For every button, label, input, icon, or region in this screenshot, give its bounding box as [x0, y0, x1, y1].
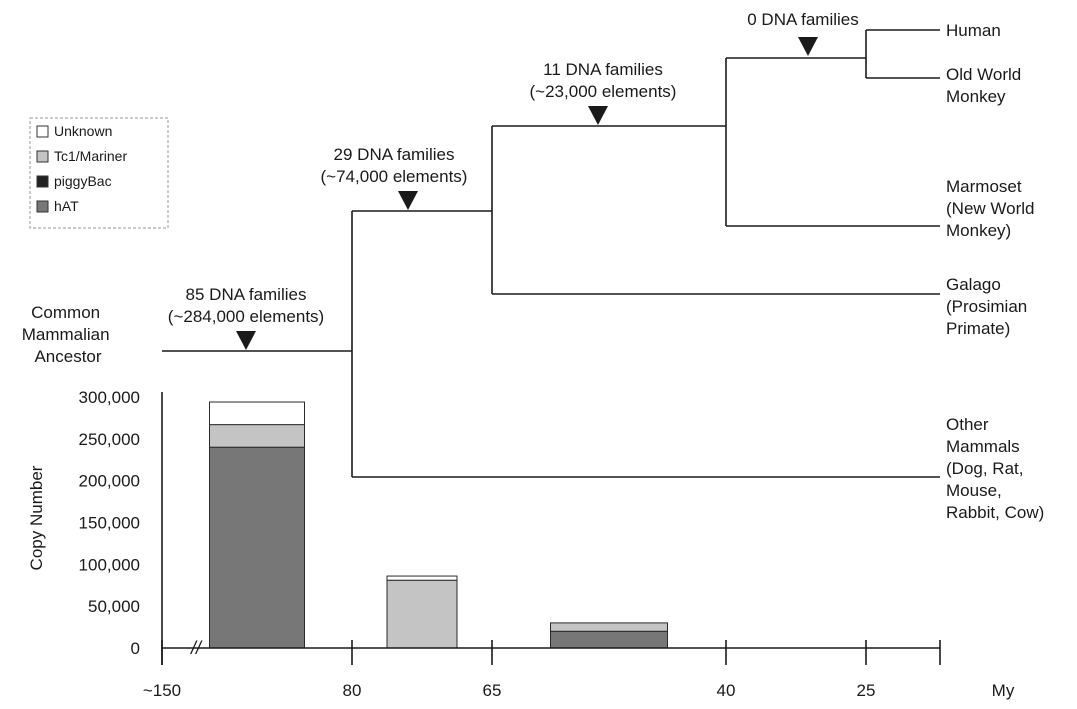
leaf-label: Marmoset (New World Monkey): [946, 177, 1034, 240]
x-ticks: ~150 80 65 40 25 My: [143, 640, 1015, 700]
bar-2-segment-tc1-mariner: [386, 579, 458, 649]
y-tick-label: 100,000: [79, 555, 140, 574]
leaf-label-line: Human: [946, 21, 1001, 40]
legend-swatch-unknown: [36, 125, 49, 138]
y-tick-label: 300,000: [79, 388, 140, 407]
x-tick-label: My: [992, 681, 1015, 700]
branch-annotation-anthropoids-line2: (~23,000 elements): [530, 82, 677, 101]
bar-1-segment-unknown: [209, 401, 305, 426]
axis-break-mark: //: [189, 638, 203, 658]
root-label-line: Mammalian: [22, 325, 110, 344]
leaf-label-line: Monkey: [946, 87, 1006, 106]
branch-annotation-root-line1: 85 DNA families: [186, 285, 307, 304]
leaf-label: Old World Monkey: [946, 65, 1021, 106]
leaf-label-line: (Dog, Rat,: [946, 459, 1023, 478]
y-tick-label: 250,000: [79, 430, 140, 449]
leaf-label-line: (Prosimian: [946, 297, 1027, 316]
branch-marker-triangle: [398, 191, 418, 210]
x-tick-label: 40: [717, 681, 736, 700]
leaf-label-line: Mammals: [946, 437, 1020, 456]
x-tick-label: 25: [857, 681, 876, 700]
leaf-labels: Human Old World Monkey Marmoset (New World Mo…: [946, 21, 1044, 522]
leaf-label-line: Monkey): [946, 221, 1011, 240]
branch-marker-triangle: [236, 331, 256, 350]
leaf-label-line: Old World: [946, 65, 1021, 84]
legend-label: Tc1/Mariner: [54, 148, 127, 164]
branch-annotation-primates-line1: 29 DNA families: [334, 145, 455, 164]
leaf-label-line: Primate): [946, 319, 1010, 338]
bars: [209, 401, 668, 649]
branch-annotation-anthropoids-line1: 11 DNA families: [543, 60, 663, 79]
legend-label: piggyBac: [54, 173, 112, 189]
root-label-line: Common: [31, 303, 100, 322]
legend-swatch-piggybac: [36, 175, 49, 188]
root-label-line: Ancestor: [34, 347, 101, 366]
branch-marker-triangle: [588, 106, 608, 125]
bar-3-segment-tc1-mariner: [550, 622, 668, 632]
leaf-label-line: Other: [946, 415, 989, 434]
bar-2-segment-unknown: [386, 575, 458, 581]
x-tick-label: ~150: [143, 681, 181, 700]
branch-annotation-primates-line2: (~74,000 elements): [321, 167, 468, 186]
branch-annotation-catarrhines-line1: 0 DNA families: [747, 10, 858, 29]
leaf-label-line: Mouse,: [946, 481, 1002, 500]
y-tick-label: 0: [131, 639, 140, 658]
copy-number-chart: 0 50,000 100,000 150,000 200,000 250,000 300,0…: [27, 388, 1015, 700]
y-tick-label: 50,000: [88, 597, 140, 616]
y-tick-label: 200,000: [79, 472, 140, 491]
legend-box: [29, 117, 169, 229]
legend-swatch-tc1-mariner: [36, 150, 49, 163]
branch-marker-triangle: [798, 37, 818, 56]
legend: Unknown Tc1/Mariner piggyBac hAT: [29, 117, 169, 229]
legend-label: hAT: [54, 198, 79, 214]
leaf-label: Human: [946, 21, 1001, 40]
bar-1-segment-hat: [209, 446, 305, 649]
phylogenetic-tree: 85 DNA families (~284,000 elements) 29 D…: [22, 10, 1045, 522]
y-ticks: 0 50,000 100,000 150,000 200,000 250,000 300,0…: [79, 388, 140, 658]
leaf-label: Other Mammals (Dog, Rat, Mouse, Rabbit, Cow): [946, 415, 1044, 522]
legend-label: Unknown: [54, 123, 112, 139]
leaf-label-line: Rabbit, Cow): [946, 503, 1044, 522]
root-label: Common Mammalian Ancestor: [22, 303, 115, 366]
legend-items: Unknown Tc1/Mariner piggyBac hAT: [36, 123, 127, 214]
leaf-label-line: (New World: [946, 199, 1034, 218]
y-axis-title: Copy Number: [27, 465, 46, 570]
bar-3-segment-hat: [550, 630, 668, 649]
branch-annotation-root-line2: (~284,000 elements): [168, 307, 324, 326]
leaf-label: Galago (Prosimian Primate): [946, 275, 1027, 338]
bar-1-segment-tc1-mariner: [209, 424, 305, 448]
leaf-label-line: Galago: [946, 275, 1001, 294]
leaf-label-line: Marmoset: [946, 177, 1022, 196]
legend-swatch-hat: [36, 200, 49, 213]
x-tick-label: 80: [343, 681, 362, 700]
x-tick-label: 65: [483, 681, 502, 700]
y-tick-label: 150,000: [79, 514, 140, 533]
